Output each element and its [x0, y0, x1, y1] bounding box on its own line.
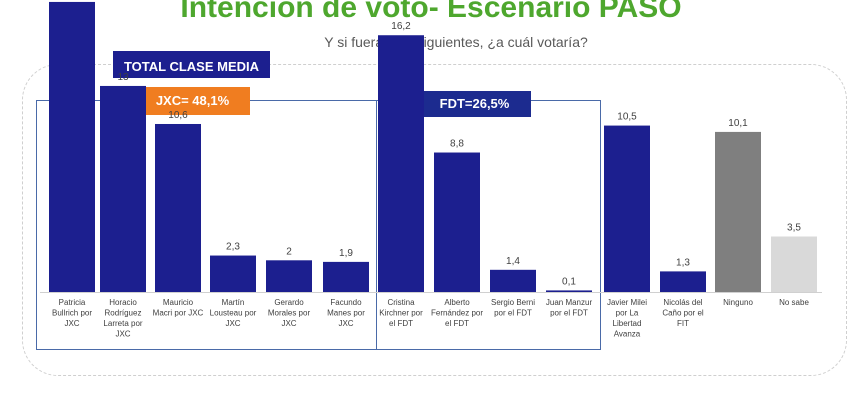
- category-label: No sabe: [779, 298, 809, 307]
- jxc-total-badge: JXC= 48,1%: [135, 87, 250, 115]
- category-label-line: el FDT: [389, 319, 413, 328]
- category-label-line: Rodríguez: [105, 309, 142, 318]
- bar-7: [378, 35, 424, 292]
- category-label-line: Cristina: [387, 298, 415, 307]
- bar-value-label: 1,3: [676, 257, 690, 268]
- category-label-line: Nicolás del: [663, 298, 702, 307]
- category-label-line: Juan Manzur: [546, 298, 593, 307]
- bar-9: [490, 269, 536, 292]
- category-label-line: Larreta por: [103, 319, 142, 328]
- category-label: Ninguno: [723, 298, 753, 307]
- category-label-line: Lousteau por: [210, 309, 257, 318]
- category-label: Horacio Rodríguez Larreta por JXC: [103, 298, 142, 339]
- category-label-line: Facundo: [330, 298, 362, 307]
- category-label-line: Morales por: [268, 309, 311, 318]
- bar-value-label: 10,1: [728, 118, 748, 129]
- bar-value-label: 8,8: [450, 139, 464, 150]
- bar-8: [434, 152, 480, 292]
- category-label-line: por La: [616, 309, 639, 318]
- category-label-line: Sergio Berni: [491, 298, 535, 307]
- category-label: Facundo Manes por JXC: [327, 298, 365, 328]
- bar-3: [155, 123, 201, 293]
- bar-value-label: 3,5: [787, 223, 801, 234]
- category-label-line: JXC: [64, 319, 79, 328]
- category-label-line: por el FDT: [550, 309, 588, 318]
- bar-value-label: 10,6: [168, 110, 188, 121]
- category-label-line: Patricia: [59, 298, 86, 307]
- bar-value-label: 2,3: [226, 242, 240, 253]
- category-label-line: Gerardo: [274, 298, 304, 307]
- bar-6: [323, 261, 369, 292]
- category-label-line: Caño por el: [662, 309, 704, 318]
- bar-5: [266, 260, 312, 292]
- category-label-line: Javier Milei: [607, 298, 647, 307]
- category-label-line: por el FDT: [494, 309, 532, 318]
- category-label: Sergio Berni por el FDT: [491, 298, 535, 318]
- category-label-line: JXC: [338, 319, 353, 328]
- category-label: Juan Manzur por el FDT: [546, 298, 593, 318]
- chart-frame: [22, 64, 847, 376]
- category-label-line: No sabe: [779, 298, 809, 307]
- category-label-line: el FDT: [445, 319, 469, 328]
- category-label-line: Martín: [222, 298, 245, 307]
- category-label: Nicolás del Caño por el FIT: [662, 298, 704, 328]
- category-label: Gerardo Morales por JXC: [268, 298, 311, 328]
- bar-value-label: 13: [117, 72, 129, 83]
- bar-11: [604, 125, 650, 292]
- category-label-line: Bullrich por: [52, 309, 92, 318]
- bar-13: [715, 131, 761, 292]
- category-label-line: FIT: [677, 319, 689, 328]
- bar-value-label: 1,4: [506, 256, 520, 267]
- bar-1: [49, 1, 95, 292]
- category-label-line: JXC: [281, 319, 296, 328]
- category-label-line: Kirchner por: [379, 309, 423, 318]
- bar-value-label: 1,9: [339, 248, 353, 259]
- bar-4: [210, 255, 256, 292]
- category-label: Mauricio Macri por JXC: [153, 298, 204, 318]
- category-label-line: Mauricio: [163, 298, 194, 307]
- category-label: Martín Lousteau por JXC: [210, 298, 257, 328]
- category-label-line: JXC: [115, 330, 130, 339]
- category-label-line: Libertad: [613, 319, 642, 328]
- category-label-line: Ninguno: [723, 298, 753, 307]
- category-label: Cristina Kirchner por el FDT: [379, 298, 423, 328]
- category-label-line: Macri por JXC: [153, 309, 204, 318]
- chart-title: Intención de voto- Escenario PASO: [180, 0, 682, 24]
- fdt-total-badge: FDT=26,5%: [418, 91, 531, 117]
- category-label-line: Alberto: [444, 298, 470, 307]
- bar-14: [771, 236, 817, 292]
- bar-value-label: 16,2: [391, 21, 411, 32]
- category-label: Patricia Bullrich por JXC: [52, 298, 92, 328]
- bar-value-label: 2: [286, 246, 292, 257]
- bar-2: [100, 85, 146, 292]
- category-label: Javier Milei por La Libertad Avanza: [607, 298, 647, 339]
- category-label-line: Manes por: [327, 309, 365, 318]
- bar-10: [546, 290, 592, 292]
- total-clase-media-badge: TOTAL CLASE MEDIA: [113, 51, 270, 78]
- bar-value-label: 0,1: [562, 276, 576, 287]
- category-label-line: Horacio: [109, 298, 137, 307]
- category-label-line: Avanza: [614, 330, 641, 339]
- category-label: Alberto Fernández por el FDT: [431, 298, 483, 328]
- category-label-line: Fernández por: [431, 309, 483, 318]
- bar-12: [660, 271, 706, 292]
- bar-value-label: 10,5: [617, 112, 637, 123]
- category-label-line: JXC: [225, 319, 240, 328]
